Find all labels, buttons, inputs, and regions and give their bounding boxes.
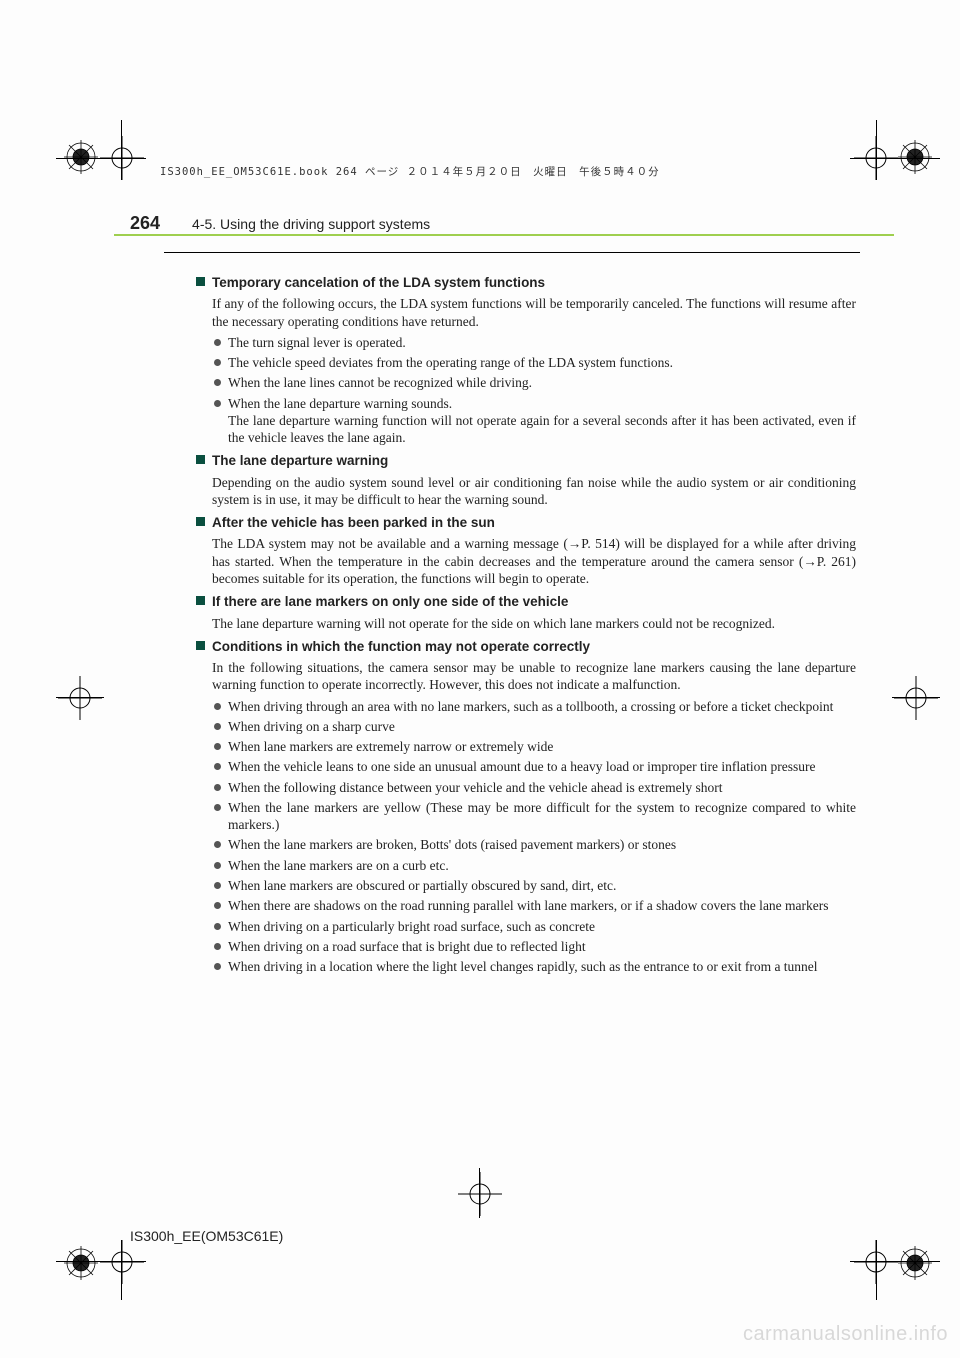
footer-document-code: IS300h_EE(OM53C61E) [130, 1228, 283, 1244]
paragraph: The lane departure warning will not oper… [212, 615, 856, 632]
green-divider [114, 234, 894, 236]
bullet-text: When the lane departure warning sounds. [228, 396, 452, 411]
printer-mark-icon [64, 140, 98, 174]
section-heading: The lane departure warning [196, 452, 856, 469]
paragraph: If any of the following occurs, the LDA … [212, 295, 856, 330]
bullet-text: When the lane lines cannot be recognized… [228, 375, 532, 390]
bullet-text: When the following distance between your… [228, 780, 722, 795]
crop-mark [56, 697, 104, 698]
crop-mark [850, 158, 940, 159]
bullet-text: When driving in a location where the lig… [228, 959, 818, 974]
crop-mark [479, 1168, 480, 1218]
bullet-item: The vehicle speed deviates from the oper… [212, 354, 856, 371]
heading-text: Conditions in which the function may not… [212, 639, 590, 654]
bullet-item: When the lane departure warning sounds.T… [212, 395, 856, 447]
crosshair-icon [458, 1172, 502, 1216]
bullet-text: When the lane markers are yellow (These … [228, 800, 856, 832]
crosshair-icon [58, 676, 102, 720]
heading-square-icon [196, 596, 205, 605]
bullet-item: When driving on a particularly bright ro… [212, 918, 856, 935]
bullet-text: When the lane markers are on a curb etc. [228, 858, 449, 873]
heading-square-icon [196, 641, 205, 650]
page-number: 264 [130, 213, 160, 233]
bullet-item: When driving in a location where the lig… [212, 958, 856, 975]
heading-square-icon [196, 455, 205, 464]
crop-mark [56, 1261, 146, 1262]
bullet-text: The turn signal lever is operated. [228, 335, 406, 350]
section-heading: Temporary cancelation of the LDA system … [196, 274, 856, 291]
bullet-text: When driving through an area with no lan… [228, 699, 833, 714]
heading-square-icon [196, 517, 205, 526]
running-head: 264 4-5. Using the driving support syste… [130, 213, 890, 234]
bullet-text: When driving on a particularly bright ro… [228, 919, 595, 934]
black-divider [164, 252, 860, 253]
bullet-text: When the vehicle leans to one side an un… [228, 759, 815, 774]
section-heading: Conditions in which the function may not… [196, 638, 856, 655]
bullet-item: When lane markers are obscured or partia… [212, 877, 856, 894]
bullet-text: When lane markers are obscured or partia… [228, 878, 616, 893]
paragraph: In the following situations, the camera … [212, 659, 856, 694]
bullet-item: When the lane markers are yellow (These … [212, 799, 856, 834]
crosshair-icon [894, 676, 938, 720]
heading-text: After the vehicle has been parked in the… [212, 515, 495, 530]
bullet-item: The turn signal lever is operated. [212, 334, 856, 351]
heading-text: The lane departure warning [212, 453, 388, 468]
bullet-item: When driving on a road surface that is b… [212, 938, 856, 955]
crop-mark [850, 1261, 940, 1262]
section-heading: After the vehicle has been parked in the… [196, 514, 856, 531]
bullet-text: When lane markers are extremely narrow o… [228, 739, 553, 754]
bullet-item: When the lane lines cannot be recognized… [212, 374, 856, 391]
bullet-item: When there are shadows on the road runni… [212, 897, 856, 914]
crop-mark [876, 120, 877, 180]
heading-text: Temporary cancelation of the LDA system … [212, 275, 545, 290]
bullet-item: When the vehicle leans to one side an un… [212, 758, 856, 775]
bullet-item: When the lane markers are on a curb etc. [212, 857, 856, 874]
page-content: Temporary cancelation of the LDA system … [196, 268, 856, 978]
watermark: carmanualsonline.info [743, 1323, 948, 1346]
crop-mark [121, 120, 122, 180]
bullet-text: When there are shadows on the road runni… [228, 898, 829, 913]
paragraph: Depending on the audio system sound leve… [212, 474, 856, 509]
printer-mark-icon [898, 1246, 932, 1280]
crop-mark [56, 158, 146, 159]
bullet-text: The vehicle speed deviates from the oper… [228, 355, 673, 370]
section-title: 4-5. Using the driving support systems [192, 216, 430, 232]
heading-square-icon [196, 277, 205, 286]
crop-mark [892, 697, 940, 698]
section-heading: If there are lane markers on only one si… [196, 593, 856, 610]
bullet-text: When driving on a sharp curve [228, 719, 395, 734]
crosshair-icon [100, 1240, 144, 1284]
print-job-header: IS300h_EE_OM53C61E.book 264 ページ ２０１４年５月２… [160, 164, 660, 179]
bullet-text: When the lane markers are broken, Botts'… [228, 837, 676, 852]
printer-mark-icon [898, 140, 932, 174]
bullet-item: When lane markers are extremely narrow o… [212, 738, 856, 755]
bullet-item: When the following distance between your… [212, 779, 856, 796]
bullet-item: When driving through an area with no lan… [212, 698, 856, 715]
crop-mark [121, 1240, 122, 1300]
bullet-item: When driving on a sharp curve [212, 718, 856, 735]
bullet-list: The turn signal lever is operated. The ve… [212, 334, 856, 447]
paragraph: The LDA system may not be available and … [212, 535, 856, 587]
printer-mark-icon [64, 1246, 98, 1280]
heading-text: If there are lane markers on only one si… [212, 594, 568, 609]
crop-mark [876, 1240, 877, 1300]
bullet-list: When driving through an area with no lan… [212, 698, 856, 976]
bullet-item: When the lane markers are broken, Botts'… [212, 836, 856, 853]
bullet-subtext: The lane departure warning function will… [228, 412, 856, 447]
bullet-text: When driving on a road surface that is b… [228, 939, 586, 954]
